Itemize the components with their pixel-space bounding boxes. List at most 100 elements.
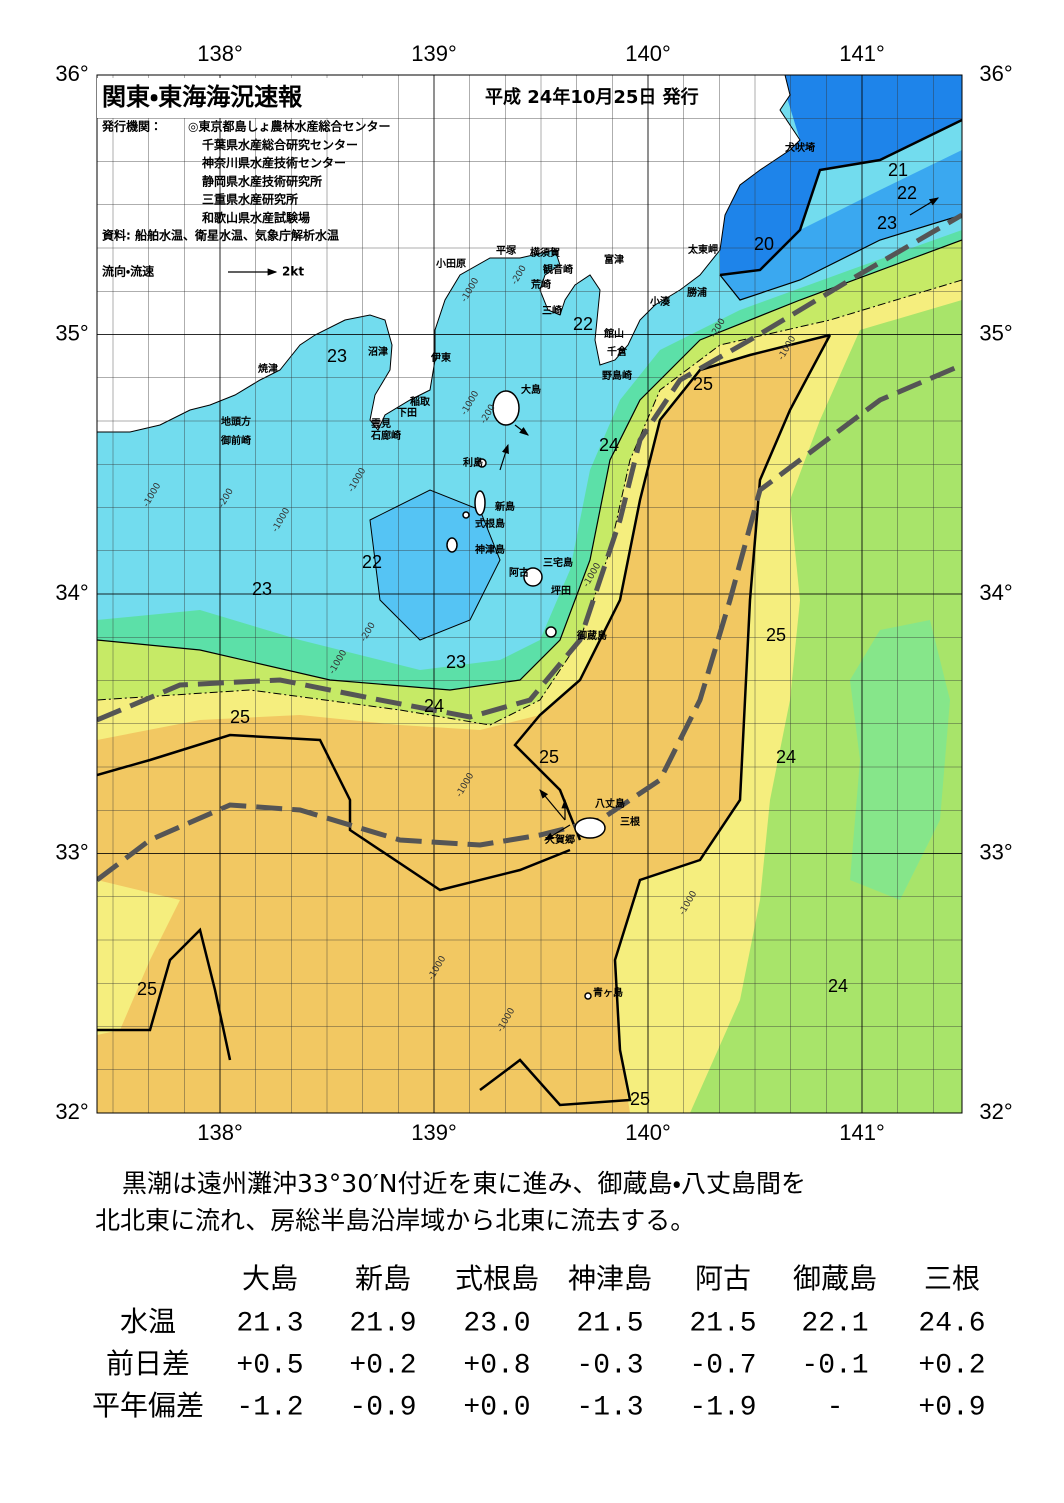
land <box>97 75 801 433</box>
island <box>545 626 557 638</box>
table-cell: 24.6 <box>918 1308 985 1339</box>
sea-24 <box>690 300 962 1113</box>
publisher: 和歌山県水産試験場 <box>201 210 310 225</box>
place-name: 新島 <box>494 500 515 513</box>
isotherm-label: 24 <box>424 696 444 716</box>
table-cell: 23.0 <box>463 1308 530 1339</box>
table-cell: 21.5 <box>689 1308 756 1339</box>
place-name: 野島崎 <box>602 369 632 382</box>
current-arrow <box>499 443 509 471</box>
table-cell: - <box>827 1392 844 1423</box>
place-name: 沼津 <box>368 345 388 358</box>
island <box>446 537 458 553</box>
table-cell: +0.8 <box>463 1350 530 1381</box>
place-name: 稲取 <box>410 395 431 408</box>
place-name: 石廊崎 <box>370 429 401 442</box>
place-name: 犬吠埼 <box>785 141 815 154</box>
current-arrow <box>543 824 571 841</box>
latitude-label: 35° <box>979 320 1012 345</box>
longitude-label: 141° <box>839 1120 885 1145</box>
row-label: 水温 <box>120 1305 176 1338</box>
grid <box>97 75 962 1113</box>
table-header: 御蔵島 <box>793 1262 877 1295</box>
isotherm-label: 24 <box>599 435 619 455</box>
place-name: 三根 <box>620 815 641 828</box>
isotherm-20 <box>719 118 962 277</box>
isotherm-25-west <box>97 733 571 892</box>
latitude-label: 35° <box>55 320 88 345</box>
sea-21-band <box>720 150 962 300</box>
sea-20 <box>720 75 962 275</box>
latitude-label: 33° <box>55 839 88 864</box>
isotherm-label: 25 <box>539 747 559 767</box>
place-name: 三崎 <box>542 304 562 317</box>
isotherm-label: 25 <box>630 1089 650 1109</box>
place-name: 御蔵島 <box>576 629 607 642</box>
table-header: 大島 <box>242 1262 298 1295</box>
place-name: 神津島 <box>474 543 505 556</box>
table-cell: +0.5 <box>236 1350 303 1381</box>
publisher-heading: 発行機関： <box>101 119 162 134</box>
sea-23-5 <box>850 620 950 900</box>
map-area <box>97 75 962 1113</box>
longitude-label: 141° <box>839 41 885 66</box>
current-arrow <box>539 789 566 821</box>
isotherm-label: 22 <box>573 314 593 334</box>
table-header: 神津島 <box>568 1262 652 1295</box>
place-name: 青ヶ島 <box>593 986 623 999</box>
isotherm-label: 24 <box>828 976 848 996</box>
longitude-label: 138° <box>197 1120 243 1145</box>
sea-22-core <box>370 490 500 640</box>
isotherm-label: 20 <box>754 234 774 254</box>
latitude-label: 32° <box>55 1099 88 1124</box>
isotherm-label: 25 <box>766 625 786 645</box>
island <box>474 490 486 516</box>
table-header: 新島 <box>355 1262 411 1295</box>
sources: 資料: 船舶水温、衛星水温、気象庁解析水温 <box>102 228 339 243</box>
island <box>584 992 592 1000</box>
sea-25 <box>97 335 830 1113</box>
publisher: ◎東京都島しょ農林水産総合センター <box>188 119 390 134</box>
table-cell: -0.3 <box>576 1350 643 1381</box>
latitude-label: 36° <box>55 61 88 86</box>
place-name: 三宅島 <box>543 556 573 569</box>
table-cell: -0.1 <box>801 1350 868 1381</box>
longitude-label: 140° <box>625 1120 671 1145</box>
latitude-label: 33° <box>979 839 1012 864</box>
place-name: 地頭方 <box>221 415 251 428</box>
place-name: 小田原 <box>435 257 466 270</box>
place-name: 利島 <box>463 456 483 469</box>
isotherm-24 <box>97 279 962 726</box>
isotherm-label: 25 <box>230 707 250 727</box>
table-cell: 21.5 <box>576 1308 643 1339</box>
isotherm-label: 23 <box>446 652 466 672</box>
place-name: 大賀郷 <box>545 833 575 846</box>
island <box>477 458 487 468</box>
table-header: 阿古 <box>695 1262 751 1295</box>
table-cell: +0.2 <box>349 1350 416 1381</box>
place-name: 坪田 <box>551 584 571 597</box>
place-name: 大島 <box>521 383 541 396</box>
table-cell: 22.1 <box>801 1308 868 1339</box>
place-name: 平塚 <box>496 244 517 257</box>
flow-legend-scale: 2kt <box>282 265 304 279</box>
place-name: 八丈島 <box>595 797 625 810</box>
summary-line: 黒潮は遠州灘沖33°30′N付近を東に進み、御蔵島・八丈島間を <box>122 1169 806 1198</box>
title-backdrop <box>97 78 367 118</box>
place-name: 阿古 <box>509 566 529 579</box>
table-cell: 21.3 <box>236 1308 303 1339</box>
island <box>523 567 543 587</box>
contours <box>97 118 962 1107</box>
isotherm-label: 23 <box>877 213 897 233</box>
longitude-label: 140° <box>625 41 671 66</box>
isotherm-label: 23 <box>327 346 347 366</box>
island <box>574 817 606 839</box>
publisher: 神奈川県水産技術センター <box>201 155 346 170</box>
current-arrow <box>909 197 940 216</box>
